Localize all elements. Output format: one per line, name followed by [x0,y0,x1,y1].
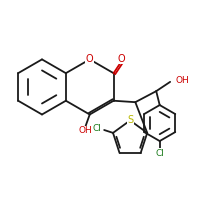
Text: O: O [118,54,126,64]
Text: Cl: Cl [155,149,164,158]
Text: O: O [86,54,94,64]
Text: OH: OH [175,76,189,85]
Text: S: S [127,115,133,125]
Text: OH: OH [78,126,92,135]
Text: Cl: Cl [93,124,102,133]
